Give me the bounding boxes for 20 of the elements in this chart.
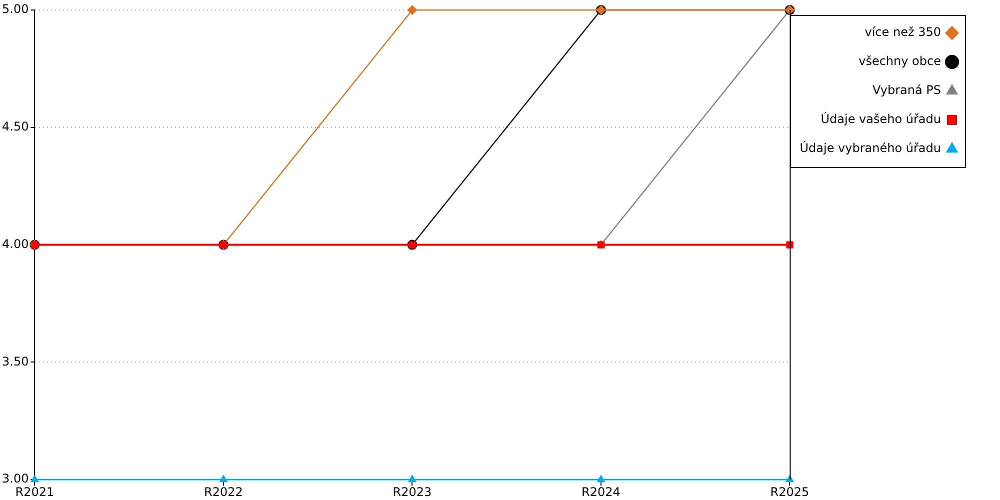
legend-label: Vybraná PS: [872, 83, 941, 98]
y-tick-label: 5.00: [2, 2, 29, 16]
y-tick-label: 4.50: [2, 120, 29, 134]
x-tick-label: R2023: [392, 484, 432, 499]
point: [30, 474, 40, 482]
point: [407, 5, 418, 15]
legend-label: Údaje vybraného úřadu: [800, 140, 941, 156]
y-tick-label: 3.50: [2, 354, 29, 368]
y-tick-label: 3.00: [2, 472, 29, 486]
x-tick-label: R2024: [582, 484, 620, 499]
legend-label: všechny obce: [858, 54, 941, 68]
legend-label: více než 350: [864, 25, 941, 40]
x-tick-label: R2022: [204, 484, 243, 499]
y-tick-label: 4.00: [2, 236, 29, 251]
x-tick-label: R2025: [770, 484, 810, 499]
point: [408, 474, 417, 482]
legend-label: Údaje vašeho úřadu: [820, 111, 941, 126]
point: [219, 474, 228, 482]
x-tick-label: R2021: [15, 484, 54, 499]
point: [596, 474, 606, 482]
